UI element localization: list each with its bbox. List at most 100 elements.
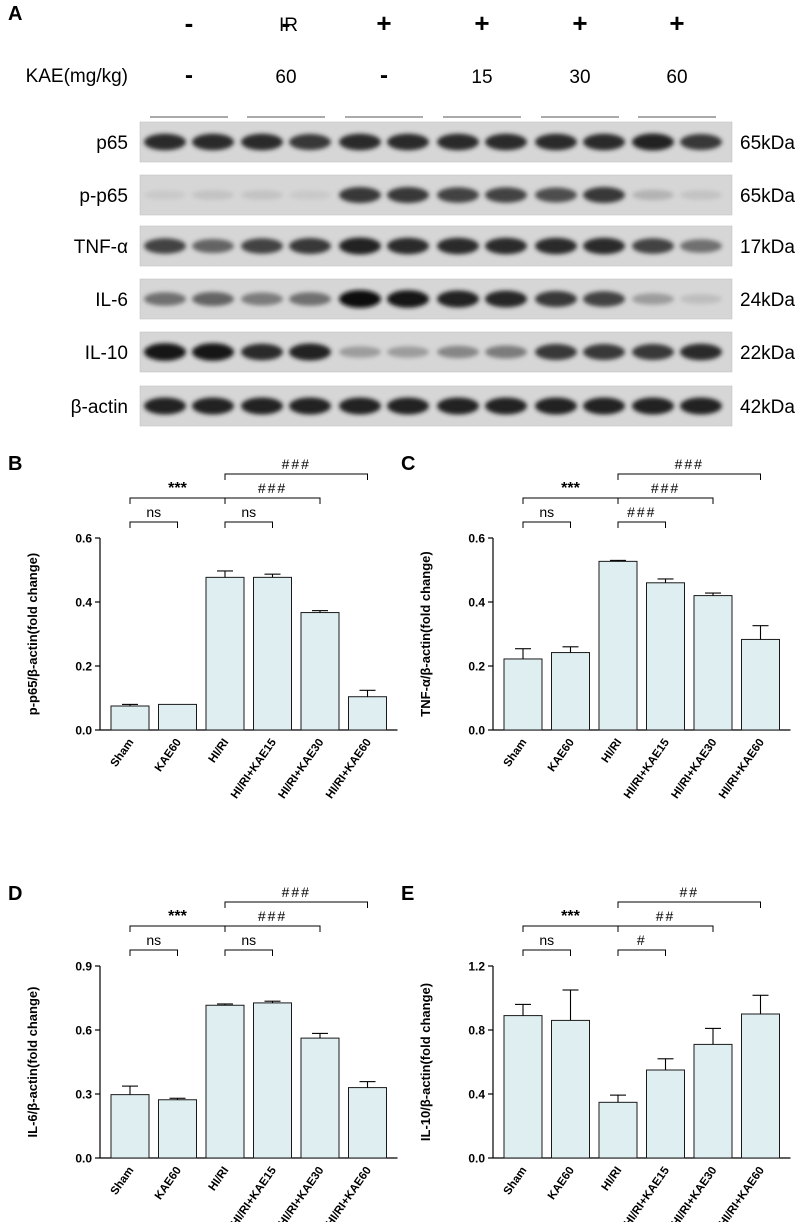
significance-bracket: *** bbox=[129, 480, 225, 504]
x-tick-label: Sham bbox=[109, 1165, 137, 1198]
chart-il-6: IL-6/β-actin(fold change) 0.0 0.3 0.6 0.9 Sha… bbox=[25, 884, 398, 1222]
blot-row: IL-6 24kDa bbox=[95, 278, 795, 320]
y-tick-label: 0.4 bbox=[75, 596, 92, 610]
chart-p-p65: p-p65/β-actin(fold change) 0.0 0.2 0.4 0.6 Sh… bbox=[25, 456, 398, 801]
x-tick-label: HI/RI+KAE15 bbox=[622, 1164, 672, 1222]
significance-bracket: # bbox=[617, 932, 666, 956]
significance-bracket: ## bbox=[617, 884, 761, 908]
blot-band bbox=[339, 397, 381, 415]
significance-bracket: ### bbox=[224, 908, 321, 932]
bracket-line bbox=[224, 497, 321, 504]
panel-letter-c: C bbox=[401, 453, 415, 475]
blot-row: TNF-α 17kDa bbox=[74, 225, 795, 267]
kae-value: 15 bbox=[471, 67, 492, 88]
protein-label: p65 bbox=[96, 133, 128, 154]
significance-label: ### bbox=[675, 456, 704, 472]
bracket-line bbox=[129, 925, 225, 932]
blot-band bbox=[339, 187, 381, 203]
significance-label: *** bbox=[561, 480, 580, 497]
blot-band bbox=[241, 133, 283, 151]
y-tick-label: 0.6 bbox=[468, 532, 485, 546]
x-tick-label: HI/RI+KAE60 bbox=[717, 1165, 767, 1222]
bracket-line bbox=[224, 901, 368, 908]
kda-label: 65kDa bbox=[740, 186, 795, 207]
blot-band bbox=[289, 190, 331, 200]
panel-letter-b: B bbox=[8, 453, 22, 475]
blot-band bbox=[144, 238, 186, 254]
bar bbox=[741, 1013, 780, 1159]
blot-band bbox=[289, 134, 331, 150]
bracket-line bbox=[617, 521, 666, 528]
significance-bracket: ns bbox=[129, 504, 178, 528]
bar bbox=[253, 576, 292, 731]
blot-band bbox=[144, 343, 186, 361]
blot-band bbox=[680, 190, 722, 200]
panel-letter-e: E bbox=[401, 883, 414, 905]
protein-label: β-actin bbox=[71, 397, 128, 418]
y-axis-label: IL-10/β-actin(fold change) bbox=[418, 983, 433, 1141]
blot-band bbox=[437, 345, 479, 359]
protein-label: TNF-α bbox=[74, 237, 128, 258]
bracket-line bbox=[522, 925, 618, 932]
bracket-line bbox=[224, 473, 368, 480]
significance-bracket: ### bbox=[617, 480, 714, 504]
y-tick-label: 0.4 bbox=[468, 1088, 485, 1102]
blot-band bbox=[583, 291, 625, 307]
y-tick-label: 0.2 bbox=[75, 660, 92, 674]
blot-band bbox=[632, 397, 674, 415]
blot-row: p65 65kDa bbox=[96, 121, 795, 163]
significance-label: ### bbox=[282, 456, 311, 472]
x-tick-label: HI/RI+KAE60 bbox=[717, 737, 767, 801]
bracket-line bbox=[129, 949, 178, 956]
blot-band bbox=[535, 291, 577, 307]
significance-label: # bbox=[637, 932, 647, 948]
ir-value: + bbox=[376, 8, 391, 38]
bar bbox=[503, 1015, 543, 1159]
x-tick-label: KAE60 bbox=[546, 737, 577, 774]
x-tick-label: Sham bbox=[109, 737, 137, 770]
blot-row: p-p65 65kDa bbox=[79, 174, 795, 216]
blot-band bbox=[437, 237, 479, 255]
significance-bracket: ### bbox=[617, 504, 666, 528]
blot-band bbox=[680, 239, 722, 253]
bar bbox=[253, 1002, 292, 1159]
blot-band bbox=[485, 345, 527, 359]
x-tick-label: KAE60 bbox=[546, 1165, 577, 1202]
bar bbox=[110, 1094, 150, 1159]
x-tick-label: HI/RI bbox=[600, 737, 625, 765]
bracket-line bbox=[617, 497, 714, 504]
ir-row: - - + + + + bbox=[185, 8, 685, 38]
blot-band bbox=[289, 397, 331, 415]
kae-value: 30 bbox=[569, 67, 590, 88]
bar bbox=[693, 595, 733, 731]
significance-bracket: ### bbox=[224, 480, 321, 504]
blot-band bbox=[535, 344, 577, 360]
blot-band bbox=[583, 133, 625, 151]
significance-label: ### bbox=[258, 480, 287, 496]
significance-label: ### bbox=[651, 480, 680, 496]
blot-band bbox=[339, 290, 381, 308]
blot-band bbox=[535, 237, 577, 255]
blot-band bbox=[437, 290, 479, 308]
significance-label: ### bbox=[282, 884, 311, 900]
x-tick-label: HI/RI bbox=[207, 737, 232, 765]
significance-bracket: ns bbox=[522, 504, 571, 528]
x-tick-label: HI/RI+KAE15 bbox=[229, 1164, 279, 1222]
x-tick-label: HI/RI+KAE30 bbox=[669, 1165, 719, 1222]
y-tick-label: 0.3 bbox=[75, 1088, 92, 1102]
blot-band bbox=[192, 133, 234, 151]
y-tick-label: 0.9 bbox=[75, 960, 92, 974]
significance-bracket: ## bbox=[617, 908, 714, 932]
bar bbox=[205, 576, 245, 731]
blot-band bbox=[583, 237, 625, 255]
x-tick-label: KAE60 bbox=[153, 737, 184, 774]
blot-band bbox=[289, 238, 331, 254]
blot-band bbox=[387, 133, 429, 151]
bracket-line bbox=[224, 949, 273, 956]
bar bbox=[598, 1101, 638, 1159]
significance-label: ns bbox=[241, 932, 256, 948]
blot-band bbox=[437, 397, 479, 415]
blot-band bbox=[339, 237, 381, 255]
blot-band bbox=[680, 397, 722, 415]
y-axis-label: IL-6/β-actin(fold change) bbox=[25, 987, 40, 1138]
